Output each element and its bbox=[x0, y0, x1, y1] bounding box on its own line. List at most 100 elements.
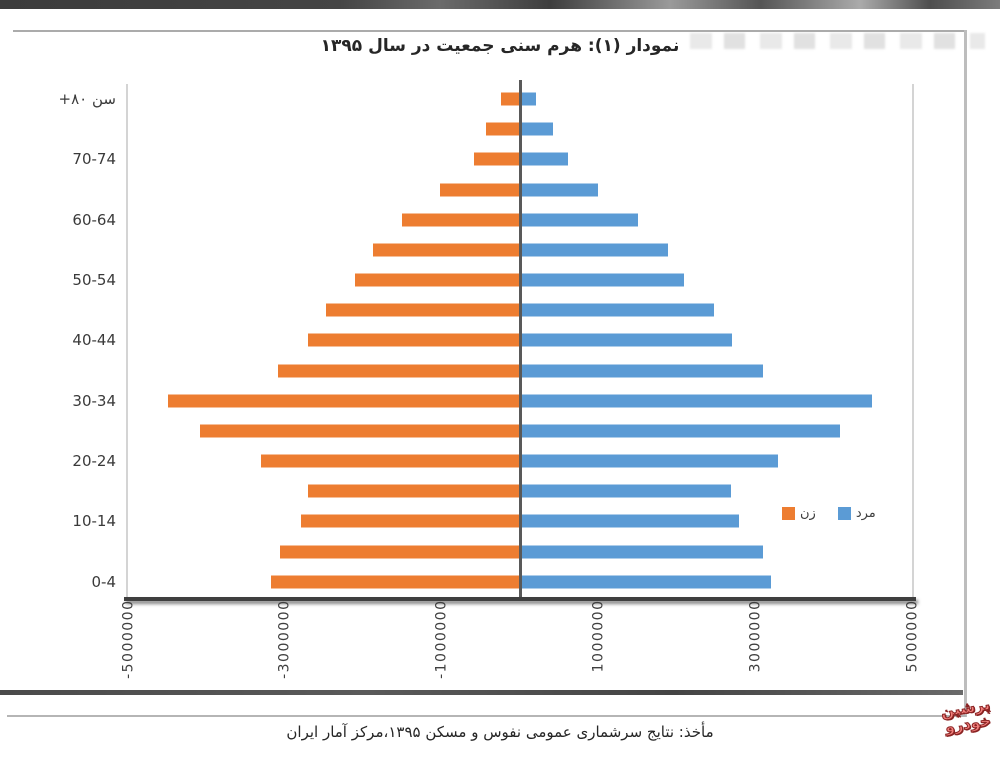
y-tick-row: 20-24 bbox=[28, 446, 116, 476]
y-tick-row bbox=[28, 175, 116, 205]
pyramid-row-25-29 bbox=[128, 416, 912, 446]
y-tick-label: 0-4 bbox=[91, 572, 117, 591]
outer-frame-top-border bbox=[13, 30, 966, 32]
bar-male-30-34 bbox=[521, 394, 872, 408]
bar-male-25-29 bbox=[521, 424, 840, 438]
legend-female-label: زن bbox=[800, 506, 816, 521]
x-axis-line bbox=[124, 597, 916, 601]
bar-female-35-39 bbox=[277, 364, 519, 378]
y-tick-label: 40-44 bbox=[72, 331, 116, 350]
y-tick-label: 70-74 bbox=[72, 150, 116, 169]
x-tick-label: -5000000 bbox=[120, 599, 136, 679]
bar-male-0-4 bbox=[521, 575, 771, 589]
bar-male-60-64 bbox=[521, 213, 638, 227]
pyramid-row-50-54 bbox=[128, 265, 912, 295]
bar-female-80+ bbox=[501, 92, 519, 106]
bar-female-15-19 bbox=[308, 484, 519, 498]
y-tick-row bbox=[28, 114, 116, 144]
y-tick-row bbox=[28, 537, 116, 567]
y-axis-labels: سن ۸۰+ 70-74 60-64 50-54 40-44 30-34 20-24 10-1… bbox=[28, 84, 116, 597]
scan-artifact-bottom-strip bbox=[0, 690, 963, 695]
bar-male-65-69 bbox=[521, 183, 599, 197]
y-tick-label: سن ۸۰+ bbox=[58, 90, 116, 109]
x-tick-label: 3000000 bbox=[747, 599, 764, 673]
y-tick-row bbox=[28, 295, 116, 325]
y-tick-row: 50-54 bbox=[28, 265, 116, 295]
scan-artifact-smudge bbox=[690, 33, 985, 49]
pyramid-row-40-44 bbox=[128, 325, 912, 355]
bar-male-45-49 bbox=[521, 303, 715, 317]
bar-female-30-34 bbox=[168, 394, 519, 408]
bar-female-45-49 bbox=[325, 303, 519, 317]
bar-female-60-64 bbox=[401, 213, 519, 227]
pyramid-row-45-49 bbox=[128, 295, 912, 325]
pyramid-row-20-24 bbox=[128, 446, 912, 476]
legend-male-label: مرد bbox=[855, 506, 876, 521]
pyramid-row-10-14 bbox=[128, 506, 912, 536]
pyramid-row-60-64 bbox=[128, 205, 912, 235]
y-tick-row bbox=[28, 416, 116, 446]
y-tick-label: 10-14 bbox=[72, 512, 116, 531]
legend: زن مرد bbox=[782, 506, 876, 521]
pyramid-row-35-39 bbox=[128, 356, 912, 386]
bar-female-75-79 bbox=[486, 122, 519, 136]
outer-frame-right-border bbox=[964, 30, 967, 717]
bar-female-65-69 bbox=[440, 183, 519, 197]
pyramid-rows bbox=[128, 84, 912, 597]
bar-male-75-79 bbox=[521, 122, 553, 136]
y-tick-row: 40-44 bbox=[28, 325, 116, 355]
bar-male-5-9 bbox=[521, 545, 763, 559]
legend-item-female: زن bbox=[782, 506, 816, 521]
bar-male-10-14 bbox=[521, 514, 740, 528]
pyramid-row-80+ bbox=[128, 84, 912, 114]
outer-frame-bottom-border bbox=[7, 715, 966, 717]
bar-male-70-74 bbox=[521, 152, 568, 166]
pyramid-row-65-69 bbox=[128, 175, 912, 205]
bar-female-10-14 bbox=[301, 514, 519, 528]
y-tick-label: 30-34 bbox=[72, 391, 116, 410]
y-tick-row bbox=[28, 356, 116, 386]
plot-area bbox=[126, 80, 914, 597]
bar-male-50-54 bbox=[521, 273, 684, 287]
bar-female-5-9 bbox=[280, 545, 519, 559]
y-tick-row: 30-34 bbox=[28, 386, 116, 416]
y-axis-line bbox=[518, 80, 522, 597]
female-color-swatch bbox=[782, 507, 795, 520]
bar-female-20-24 bbox=[261, 454, 519, 468]
pyramid-row-70-74 bbox=[128, 144, 912, 174]
x-tick-label: -3000000 bbox=[276, 599, 293, 679]
y-tick-row: سن ۸۰+ bbox=[28, 84, 116, 114]
bar-male-40-44 bbox=[521, 333, 732, 347]
watermark-logo: پرشین خودرو bbox=[939, 695, 994, 737]
pyramid-row-55-59 bbox=[128, 235, 912, 265]
bar-male-55-59 bbox=[521, 243, 669, 257]
bar-female-0-4 bbox=[270, 575, 519, 589]
x-tick-label: -1000000 bbox=[433, 599, 450, 679]
bar-male-15-19 bbox=[521, 484, 731, 498]
bar-male-35-39 bbox=[521, 364, 763, 378]
bar-male-80+ bbox=[521, 92, 537, 106]
bar-female-25-29 bbox=[200, 424, 519, 438]
legend-item-male: مرد bbox=[837, 506, 876, 521]
chart-title: نمودار (۱): هرم سنی جمعیت در سال ۱۳۹۵ bbox=[320, 36, 680, 56]
pyramid-row-5-9 bbox=[128, 537, 912, 567]
y-tick-row: 10-14 bbox=[28, 506, 116, 536]
bar-female-55-59 bbox=[373, 243, 519, 257]
bar-female-40-44 bbox=[308, 333, 519, 347]
y-tick-label: 50-54 bbox=[72, 271, 116, 290]
y-tick-row bbox=[28, 235, 116, 265]
source-caption: مأخذ: نتایج سرشماری عمومی نفوس و مسکن ۱۳… bbox=[286, 723, 714, 741]
pyramid-row-30-34 bbox=[128, 386, 912, 416]
y-tick-label: 60-64 bbox=[72, 210, 116, 229]
x-tick-label: 5000000 bbox=[904, 599, 920, 673]
bar-female-70-74 bbox=[473, 152, 519, 166]
x-tick-label: 1000000 bbox=[590, 599, 607, 673]
y-tick-row: 70-74 bbox=[28, 144, 116, 174]
scan-artifact-top-strip bbox=[0, 0, 1000, 9]
bar-female-50-54 bbox=[355, 273, 519, 287]
y-tick-label: 20-24 bbox=[72, 452, 116, 471]
male-color-swatch bbox=[837, 507, 851, 520]
bar-male-20-24 bbox=[521, 454, 778, 468]
pyramid-row-0-4 bbox=[128, 567, 912, 597]
